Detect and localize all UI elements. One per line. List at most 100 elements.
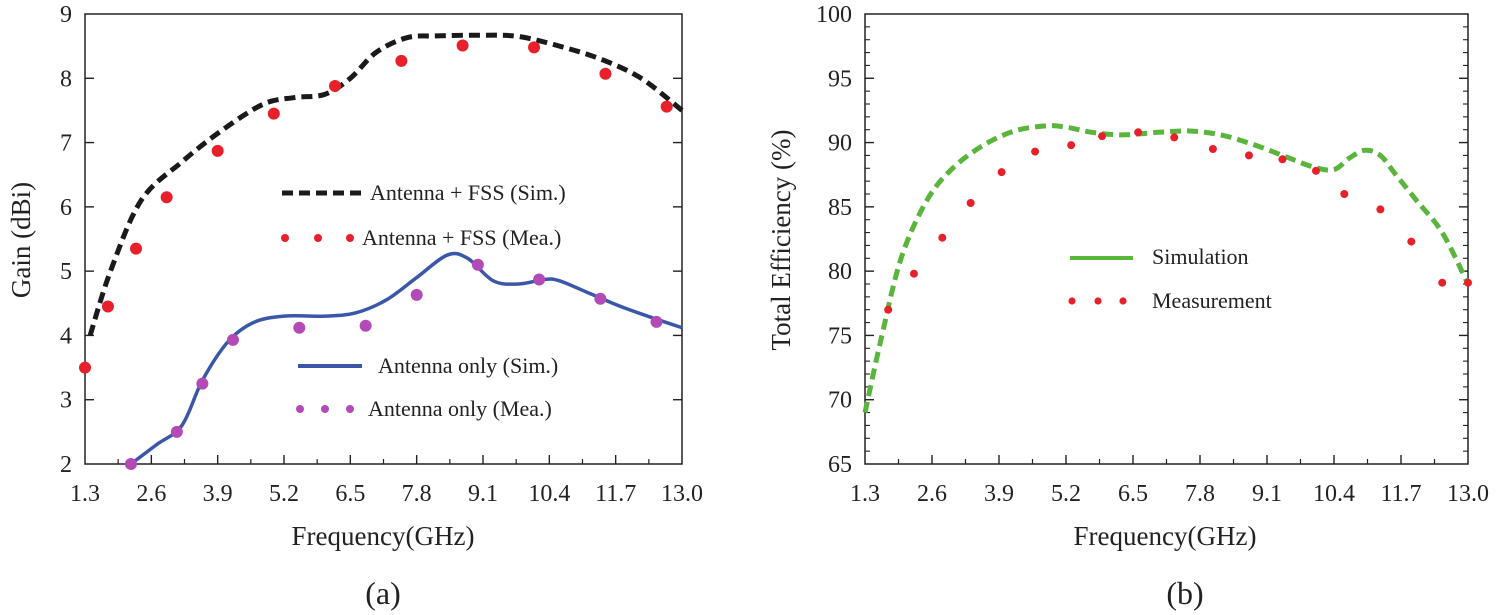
gain-point-antenna-fss-mea: [211, 144, 224, 157]
efficiency-plot-frame: [864, 13, 1469, 465]
legend-label-simulation: Simulation: [1152, 244, 1249, 269]
efficiency-point-measurement: [1311, 166, 1320, 175]
gain-x-tick-label: 10.4: [528, 481, 570, 507]
efficiency-x-tick-label: 1.3: [850, 481, 880, 507]
gain-point-antenna-only-mea: [359, 319, 372, 332]
efficiency-y-tick-label: 70: [828, 388, 852, 414]
gain-panel-label: (a): [365, 575, 401, 611]
efficiency-legend: Simulation Measurement: [1068, 244, 1272, 313]
efficiency-point-measurement: [1340, 190, 1349, 198]
efficiency-line-simulation: [862, 123, 1471, 414]
legend-label-ant-sim: Antenna only (Sim.): [378, 353, 558, 378]
gain-point-antenna-only-mea: [170, 425, 183, 438]
gain-point-antenna-fss-mea: [160, 191, 173, 204]
efficiency-point-measurement: [884, 305, 893, 314]
efficiency-point-measurement: [909, 269, 918, 278]
gain-axis-ticks: 1.3 2.6 3.9 5.2 6.5 7.8 9.1 10.4 11.7 13.0 2 3 4 5 6 7 8…: [60, 2, 703, 507]
gain-point-antenna-only-mea: [471, 258, 484, 271]
gain-point-antenna-only-mea: [533, 273, 546, 286]
gain-x-tick-label: 13.0: [661, 481, 703, 507]
gain-point-antenna-only-mea: [124, 458, 137, 470]
legend-label-ant-mea: Antenna only (Mea.): [368, 396, 552, 421]
gain-x-tick-label: 6.5: [335, 481, 365, 507]
gain-x-tick-label: 9.1: [468, 481, 498, 507]
legend-label-fss-sim: Antenna + FSS (Sim.): [370, 180, 566, 205]
gain-point-antenna-fss-mea: [267, 107, 280, 120]
efficiency-x-tick-label: 13.0: [1447, 481, 1489, 507]
gain-x-tick-label: 5.2: [269, 481, 299, 507]
efficiency-x-tick-label: 7.8: [1185, 481, 1215, 507]
gain-point-antenna-only-mea: [594, 292, 607, 305]
efficiency-point-measurement: [1278, 155, 1287, 164]
gain-point-antenna-fss-mea: [660, 100, 673, 113]
gain-point-antenna-only-mea: [410, 288, 423, 301]
efficiency-axis-ticks: 1.3 2.6 3.9 5.2 6.5 7.8 9.1 10.4 11.7 13.0 65 70 75 8…: [816, 2, 1489, 507]
gain-x-tick-label: 11.7: [595, 481, 636, 507]
gain-legend: Antenna + FSS (Sim.) Antenna + FSS (Mea.…: [281, 180, 566, 421]
legend-label-measurement: Measurement: [1152, 288, 1272, 313]
gain-y-tick-label: 9: [60, 2, 72, 28]
legend-swatch-measurement: [1068, 297, 1127, 305]
efficiency-point-measurement: [1067, 141, 1076, 150]
gain-x-tick-label: 1.3: [70, 481, 100, 507]
gain-point-antenna-only-mea: [650, 315, 663, 328]
efficiency-point-measurement: [1407, 237, 1416, 246]
efficiency-point-measurement: [1438, 278, 1447, 287]
gain-point-antenna-fss-mea: [395, 54, 408, 67]
efficiency-chart: 1.3 2.6 3.9 5.2 6.5 7.8 9.1 10.4 11.7 13.0 65 70 75 8…: [766, 2, 1489, 611]
efficiency-point-measurement: [1134, 128, 1143, 137]
gain-point-antenna-fss-mea: [130, 242, 143, 255]
efficiency-point-measurement: [1244, 151, 1253, 160]
efficiency-x-tick-label: 11.7: [1380, 481, 1421, 507]
gain-chart: 1.3 2.6 3.9 5.2 6.5 7.8 9.1 10.4 11.7 13.0 2 3 4 5 6 7 8…: [6, 2, 703, 611]
efficiency-y-tick-label: 100: [816, 2, 852, 28]
efficiency-panel-label: (b): [1166, 575, 1203, 611]
efficiency-point-measurement: [1464, 278, 1472, 287]
efficiency-x-tick-label: 5.2: [1051, 481, 1081, 507]
gain-y-tick-label: 4: [60, 323, 72, 349]
gain-point-antenna-fss-mea: [79, 361, 91, 374]
efficiency-point-measurement: [1376, 205, 1385, 214]
gain-point-antenna-fss-mea: [528, 41, 541, 54]
gain-y-tick-label: 7: [60, 131, 72, 157]
legend-swatch-fss-mea: [281, 234, 354, 242]
efficiency-point-measurement: [1170, 133, 1179, 142]
legend-label-fss-mea: Antenna + FSS (Mea.): [362, 225, 561, 250]
efficiency-point-measurement: [1208, 145, 1217, 153]
gain-series: [79, 32, 684, 470]
legend-swatch-ant-mea: [296, 405, 354, 413]
gain-point-antenna-fss-mea: [456, 39, 469, 52]
efficiency-y-tick-label: 80: [828, 259, 852, 285]
gain-y-axis-label: Gain (dBi): [6, 182, 36, 298]
efficiency-x-tick-label: 6.5: [1118, 481, 1148, 507]
gain-point-antenna-fss-mea: [101, 300, 114, 313]
gain-y-tick-label: 3: [60, 388, 72, 414]
gain-y-tick-label: 2: [60, 452, 72, 478]
gain-line-antenna-fss-sim: [87, 32, 684, 337]
gain-x-tick-label: 3.9: [203, 481, 233, 507]
efficiency-x-tick-label: 3.9: [984, 481, 1014, 507]
efficiency-point-measurement: [966, 199, 975, 207]
gain-line-antenna-only-sim: [129, 251, 683, 466]
efficiency-y-tick-label: 85: [828, 195, 852, 221]
gain-point-antenna-only-mea: [293, 321, 306, 334]
gain-x-tick-label: 2.6: [136, 481, 166, 507]
efficiency-series: [862, 123, 1472, 414]
gain-point-antenna-fss-mea: [599, 67, 612, 80]
gain-x-tick-label: 7.8: [402, 481, 432, 507]
gain-y-tick-label: 6: [60, 195, 72, 221]
efficiency-y-axis-label: Total Efficiency (%): [766, 129, 796, 350]
efficiency-point-measurement: [938, 233, 947, 242]
efficiency-y-tick-label: 95: [828, 66, 852, 92]
efficiency-x-tick-label: 9.1: [1252, 481, 1282, 507]
gain-point-antenna-only-mea: [196, 377, 209, 390]
efficiency-y-tick-label: 90: [828, 131, 852, 157]
gain-point-antenna-fss-mea: [329, 80, 342, 92]
efficiency-x-axis-label: Frequency(GHz): [1074, 521, 1257, 551]
efficiency-y-tick-label: 75: [828, 323, 852, 349]
efficiency-x-tick-label: 10.4: [1313, 481, 1355, 507]
gain-point-antenna-only-mea: [226, 333, 239, 346]
gain-y-tick-label: 5: [60, 259, 72, 285]
efficiency-x-tick-label: 2.6: [917, 481, 947, 507]
